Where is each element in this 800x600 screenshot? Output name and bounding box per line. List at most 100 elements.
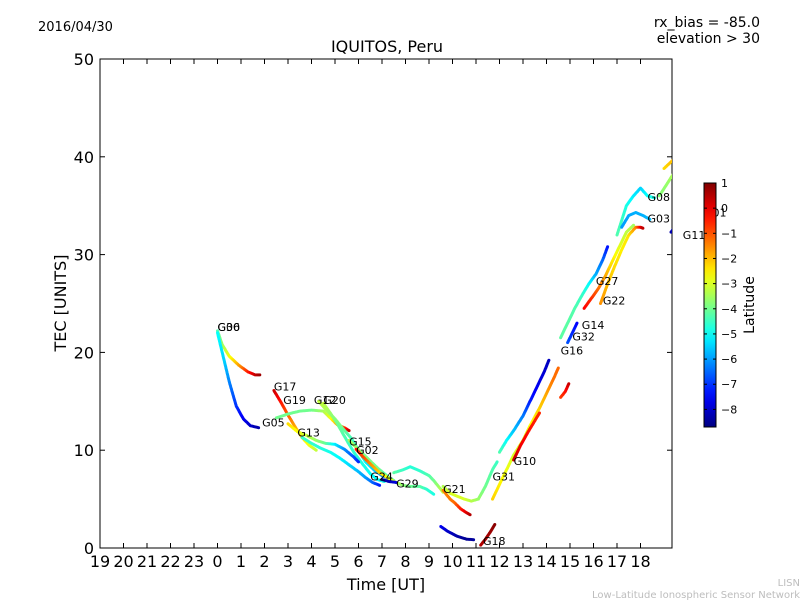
satellite-label: G27: [596, 275, 619, 288]
data-point: [678, 154, 681, 157]
data-point: [695, 139, 698, 142]
data-point: [682, 213, 685, 216]
data-point: [688, 147, 691, 150]
data-point: [698, 135, 701, 138]
satellite-label: G17: [274, 381, 297, 394]
data-point: [648, 217, 652, 221]
data-point: [684, 153, 687, 156]
series-g42: [662, 132, 708, 170]
x-axis-label: Time [UT]: [346, 575, 425, 594]
satellite-label: G21: [443, 483, 466, 496]
data-point: [676, 166, 679, 169]
data-point: [677, 202, 680, 205]
x-tick-label: 3: [283, 552, 293, 571]
data-point: [680, 202, 683, 205]
data-point: [695, 195, 698, 198]
data-point: [632, 223, 635, 227]
satellite-label: G16: [561, 344, 584, 357]
satellite-label: G08: [648, 191, 671, 204]
data-point: [677, 154, 680, 157]
satellite-label: G18: [483, 535, 506, 548]
colorbar-tick-label: −4: [721, 303, 737, 316]
data-point: [698, 136, 701, 139]
data-point: [674, 225, 677, 228]
data-point: [684, 211, 687, 214]
data-point: [684, 202, 687, 205]
data-point: [493, 523, 497, 526]
data-point: [683, 149, 686, 152]
data-point: [697, 196, 700, 199]
data-point: [694, 140, 697, 143]
data-point: [688, 148, 691, 151]
y-tick-label: 50: [74, 50, 94, 69]
data-point: [699, 195, 702, 198]
data-point: [702, 134, 705, 137]
data-point: [692, 144, 695, 147]
data-point: [695, 140, 698, 143]
data-point: [672, 227, 675, 230]
data-point: [691, 199, 694, 202]
satellite-label: G32: [572, 331, 595, 344]
series-g31: [491, 366, 560, 501]
data-point: [700, 195, 703, 198]
satellite-label: G12: [314, 394, 337, 407]
x-tick-label: 0: [212, 552, 222, 571]
data-point: [567, 382, 571, 386]
x-tick-label: 10: [442, 552, 462, 571]
data-point: [691, 201, 694, 204]
data-point: [700, 132, 703, 135]
data-point: [682, 156, 685, 159]
data-point: [700, 187, 703, 190]
series-g30: [216, 329, 262, 377]
data-point: [690, 146, 693, 149]
satellite-label: G02: [356, 444, 379, 457]
data-point: [692, 198, 695, 201]
data-point: [687, 201, 690, 204]
series-g13: [286, 422, 360, 464]
data-point: [679, 161, 682, 164]
data-point: [684, 149, 687, 152]
satellite-label: G19: [283, 394, 306, 407]
series-g16: [559, 245, 610, 340]
data-point: [700, 135, 703, 138]
data-point: [705, 132, 708, 135]
data-point: [685, 151, 688, 154]
series-g05: [300, 436, 382, 487]
data-point: [556, 366, 560, 370]
data-point: [701, 131, 704, 134]
data-point: [682, 214, 685, 217]
colorbar: 1 0 −1 −2 −3 −4 −5 −6 −7 −8 Latitude: [703, 177, 758, 428]
data-point: [696, 193, 699, 196]
data-point: [675, 167, 678, 170]
data-point: [687, 206, 690, 209]
date-label: 2016/04/30: [38, 20, 113, 35]
data-point: [673, 226, 676, 229]
data-point: [673, 158, 676, 161]
series-g41: [657, 131, 704, 198]
data-point: [687, 148, 690, 151]
satellite-label: G22: [603, 295, 626, 308]
data-point: [692, 143, 695, 146]
data-point: [679, 218, 682, 221]
colorbar-tick-label: −7: [721, 378, 737, 391]
colorbar-tick-label: −3: [721, 278, 737, 291]
data-point: [691, 144, 694, 147]
data-point: [672, 172, 675, 175]
data-point: [694, 196, 697, 199]
data-point: [686, 148, 689, 151]
data-point: [691, 145, 694, 148]
satellite-label: G05: [262, 417, 285, 430]
data-point: [689, 203, 692, 206]
y-tick-label: 40: [74, 148, 94, 167]
data-point: [357, 460, 360, 464]
data-point: [678, 219, 681, 222]
data-point: [690, 199, 693, 202]
data-point: [694, 197, 697, 200]
rx-bias-label: rx_bias = -85.0: [654, 15, 760, 31]
data-point: [696, 137, 699, 140]
data-point: [678, 202, 681, 205]
x-tick-label: 18: [630, 552, 650, 571]
colorbar-tick-label: −1: [721, 227, 737, 240]
series-g24: [380, 478, 398, 484]
data-point: [679, 162, 682, 165]
